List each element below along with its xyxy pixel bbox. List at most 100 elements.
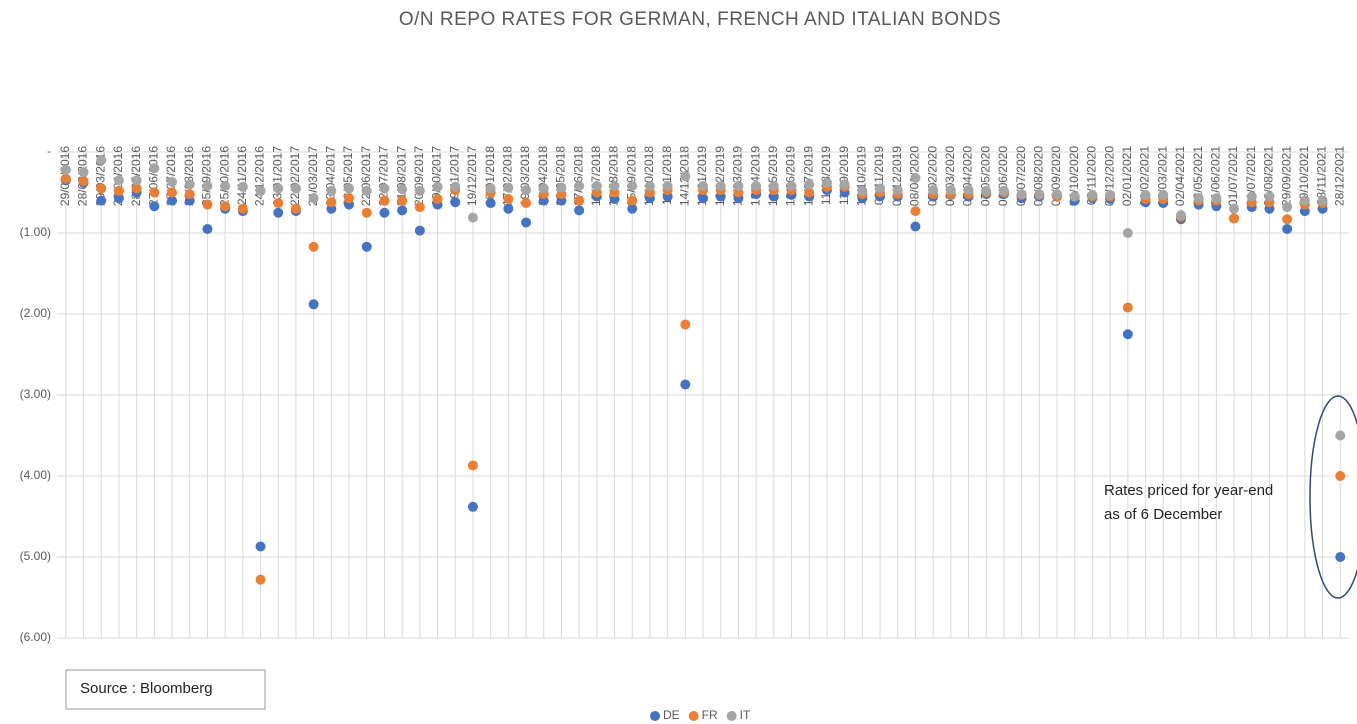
- dot: [149, 187, 160, 198]
- y-tick-label: (4.00): [20, 468, 51, 482]
- dot: [308, 193, 319, 204]
- x-tick-label: 23/01/2017: [270, 146, 284, 206]
- x-tick-label: 02/04/2021: [1173, 146, 1187, 206]
- dot: [344, 193, 355, 204]
- y-tick-label: (5.00): [20, 549, 51, 563]
- dot: [892, 185, 903, 196]
- source: Source : Bloomberg: [80, 680, 213, 697]
- x-tick-label: 25/09/2016: [200, 146, 214, 206]
- dot: [326, 197, 337, 208]
- dot: [432, 181, 443, 192]
- annotation: Rates priced for year-end: [1104, 482, 1273, 499]
- dot: [202, 181, 213, 192]
- dot: [167, 195, 178, 206]
- dot: [804, 187, 815, 198]
- dot: [167, 176, 178, 187]
- dot: [220, 181, 231, 192]
- x-tick-label: 04/10/2020: [1067, 146, 1081, 206]
- dot: [255, 574, 266, 585]
- dot: [503, 203, 514, 214]
- dot: [273, 207, 284, 218]
- dot: [1052, 189, 1063, 200]
- dot: [910, 221, 921, 232]
- dot: [875, 183, 886, 194]
- dot: [521, 217, 532, 228]
- source-box: [65, 669, 266, 710]
- dot: [96, 195, 107, 206]
- dot: [326, 185, 337, 196]
- dot: [131, 175, 142, 186]
- dot: [1335, 430, 1346, 441]
- dot: [1193, 193, 1204, 204]
- dot: [981, 185, 992, 196]
- dot: [1034, 189, 1045, 200]
- dot: [113, 175, 124, 186]
- dot: [202, 199, 213, 210]
- x-tick-label: 19/03/2018: [518, 146, 532, 206]
- dot: [149, 163, 160, 174]
- dot: [945, 185, 956, 196]
- x-tick-label: 02/05/2021: [1191, 146, 1205, 206]
- dot: [1335, 471, 1346, 481]
- dot: [361, 207, 372, 218]
- dot: [202, 223, 213, 234]
- dot: [414, 202, 425, 213]
- dot: [521, 198, 532, 209]
- dot: [680, 319, 691, 330]
- x-tick-label: 20/09/2017: [412, 146, 426, 206]
- dot: [237, 203, 248, 214]
- x-tick-label: 31/07/2021: [1244, 146, 1258, 206]
- y-tick-label: (1.00): [20, 225, 51, 239]
- dot: [60, 173, 71, 184]
- dot: [184, 189, 195, 200]
- dot: [308, 241, 319, 252]
- dot: [1122, 302, 1133, 313]
- dot: [1229, 213, 1240, 224]
- legend-marker: [726, 711, 737, 721]
- x-tick-label: 25/10/2016: [217, 146, 231, 206]
- dot: [361, 185, 372, 196]
- x-tick-label: 01/06/2021: [1209, 146, 1223, 206]
- dot: [574, 195, 585, 206]
- dot: [450, 181, 461, 192]
- x-tick-label: 28/12/2021: [1332, 146, 1346, 206]
- x-tick-label: 23/04/2017: [324, 146, 338, 206]
- dot: [786, 181, 797, 192]
- dot: [821, 177, 832, 188]
- highlight-ellipse: [1309, 395, 1357, 599]
- dot: [290, 183, 301, 194]
- dot: [680, 379, 691, 390]
- dot: [60, 164, 71, 175]
- dot: [414, 225, 425, 236]
- legend-label: DE: [663, 708, 680, 722]
- x-tick-label: 29/10/2021: [1297, 146, 1311, 206]
- dot: [467, 460, 478, 471]
- x-tick-label: 19/12/2017: [465, 146, 479, 206]
- dot: [290, 203, 301, 214]
- dot: [680, 171, 691, 182]
- dot: [857, 185, 868, 196]
- dot: [1317, 195, 1328, 206]
- dot: [963, 185, 974, 196]
- dot: [96, 183, 107, 194]
- dot: [1069, 191, 1080, 202]
- x-tick-label: 28/11/2021: [1315, 146, 1329, 205]
- dot: [662, 181, 673, 192]
- dot: [1105, 189, 1116, 200]
- dot: [910, 172, 921, 183]
- dot: [1282, 223, 1293, 234]
- x-tick-label: 15/09/2018: [624, 146, 638, 206]
- chart-title: O/N REPO RATES FOR GERMAN, FRENCH AND IT…: [399, 9, 1001, 30]
- dot: [1299, 195, 1310, 206]
- legend-label: FR: [702, 708, 718, 722]
- dot: [1229, 203, 1240, 214]
- x-tick-label: 24/03/2017: [306, 146, 320, 206]
- dot: [644, 181, 655, 192]
- dot: [485, 198, 496, 209]
- dot: [96, 155, 107, 166]
- dot: [804, 179, 815, 190]
- dot: [839, 179, 850, 190]
- dot: [397, 184, 408, 195]
- dot: [255, 185, 266, 196]
- dot: [78, 167, 89, 178]
